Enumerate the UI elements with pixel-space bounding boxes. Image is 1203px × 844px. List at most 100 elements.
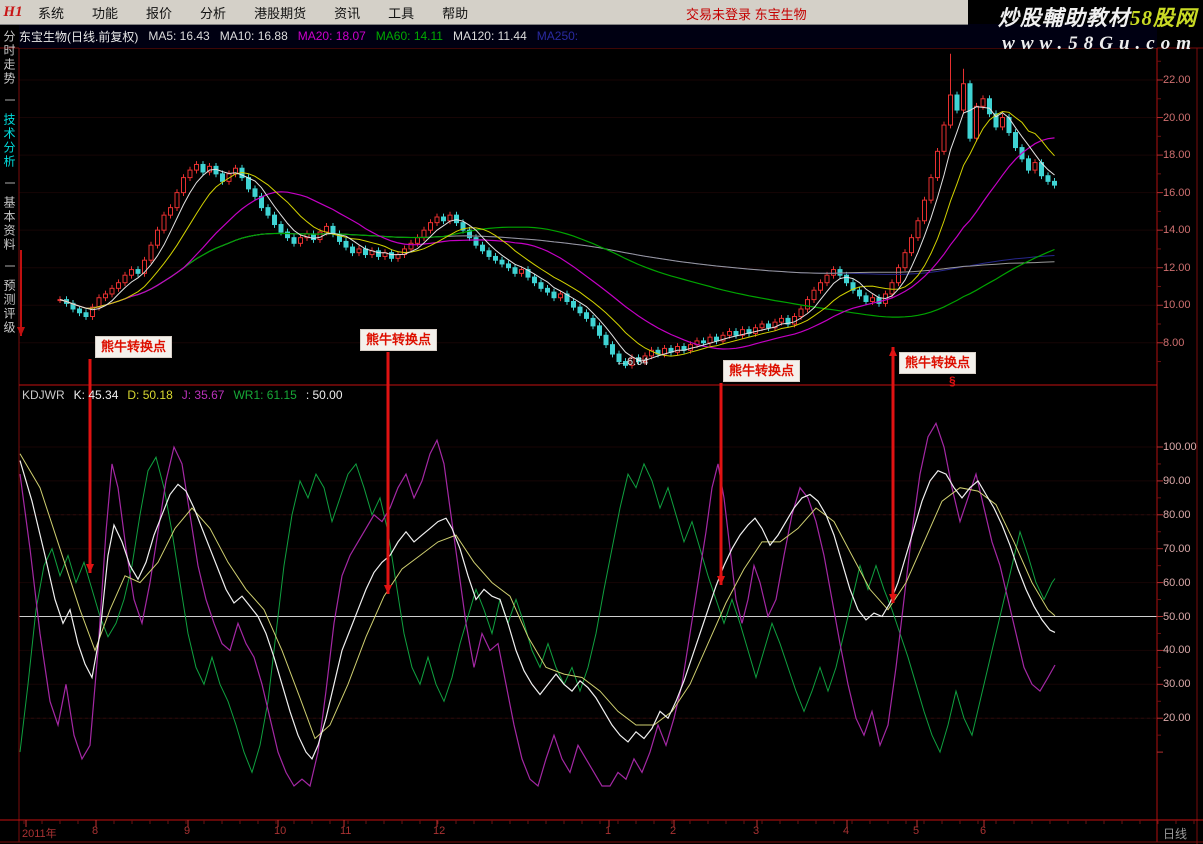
candle-up (116, 282, 121, 289)
candle-up (142, 259, 147, 274)
ma-line-MA10 (59, 110, 1055, 357)
candle-up (740, 329, 745, 336)
watermark-line2: www.58Gu.com (1002, 33, 1197, 54)
candle-down (200, 163, 206, 173)
candle-up (415, 237, 420, 244)
menu-item-2[interactable]: 报价 (146, 5, 173, 21)
candle-up (148, 244, 154, 261)
candle-up (727, 331, 732, 336)
candle-down (733, 331, 739, 336)
candle-down (577, 306, 583, 314)
candle-up (395, 254, 401, 259)
menu-item-3[interactable]: 分析 (200, 5, 227, 21)
trade-login-status[interactable]: 交易未登录 东宝生物 (686, 7, 807, 22)
candle-up (909, 237, 914, 254)
readout-token-5: : 50.00 (305, 388, 343, 402)
kdj-tick-label: 50.00 (1163, 610, 1191, 623)
candle-down (1026, 158, 1031, 171)
menu-item-6[interactable]: 工具 (388, 5, 415, 21)
candle-up (818, 282, 823, 291)
candle-down (83, 312, 89, 318)
candle-up (155, 229, 160, 246)
ma-label-1: MA10: 16.88 (219, 29, 288, 43)
chart-title-bar: 东宝生物(日线.前复权) MA5: 16.43 MA10: 16.88 MA20: … (19, 24, 1157, 48)
candle-down (525, 269, 531, 278)
time-axis-label-9: 4 (843, 825, 850, 837)
candle-down (863, 295, 869, 302)
price-tick-label: 22.00 (1163, 74, 1191, 86)
annotation-label-1: 熊牛转换点 (360, 329, 438, 351)
sidebar-separator (4, 265, 15, 267)
candle-up (772, 321, 778, 329)
candle-up (824, 274, 830, 284)
lowest-price-label: ←6.64 (616, 356, 649, 369)
price-tick-label: 12.00 (1163, 261, 1191, 274)
candle-down (616, 353, 622, 363)
candle-up (109, 287, 115, 295)
candle-up (805, 299, 810, 310)
sidebar-tab-2[interactable]: 基本资料 (2, 196, 16, 252)
candle-down (272, 214, 277, 226)
candle-down (512, 267, 518, 274)
candle-up (720, 334, 726, 342)
menu-bar: H1 系统 功能 报价 分析 港股期货 资讯 工具 帮助 (0, 0, 968, 25)
time-axis-label-5: 12 (433, 825, 446, 837)
candle-down (220, 173, 225, 182)
candle-up (811, 289, 817, 301)
time-axis-label-0: 2011年 (22, 828, 57, 840)
candle-down (1013, 132, 1018, 149)
readout-token-0: KDJWR (22, 388, 65, 402)
sidebar-tab-1[interactable]: 技术分析 (2, 113, 16, 169)
kdj-series-D (19, 453, 1056, 740)
ma-line-MA20 (59, 137, 1055, 350)
candle-down (77, 308, 82, 314)
watermark: 炒股輔助教材58股网 www.58Gu.com (998, 2, 1197, 55)
candle-up (122, 274, 128, 284)
time-axis-label-4: 11 (340, 825, 352, 837)
candle-down (246, 177, 251, 190)
candle-down (1045, 175, 1051, 182)
candle-up (194, 163, 199, 171)
candle-up (902, 252, 908, 269)
candle-down (473, 237, 479, 246)
candle-up (642, 355, 648, 363)
annotation-label-0: 熊牛转换点 (95, 336, 173, 358)
candle-up (174, 192, 180, 209)
sidebar-tab-0[interactable]: 分时走势 (2, 30, 16, 86)
app-logo-icon: H1 (3, 4, 23, 20)
readout-token-1: K: 45.34 (73, 388, 119, 402)
candle-up (798, 308, 804, 318)
candle-up (629, 357, 635, 366)
candle-down (499, 259, 505, 265)
menu-item-5[interactable]: 资讯 (334, 5, 361, 21)
kdj-tick-label: 40.00 (1163, 644, 1191, 657)
menu-item-1[interactable]: 功能 (92, 5, 119, 21)
candle-down (590, 317, 596, 327)
candle-up (356, 248, 362, 254)
candle-down (850, 282, 856, 291)
candle-up (317, 231, 323, 241)
time-axis-label-3: 10 (274, 825, 287, 837)
candle-up (974, 105, 979, 139)
candle-down (467, 229, 472, 239)
period-label: 日线 (1163, 827, 1188, 841)
time-axis-label-1: 8 (92, 825, 99, 837)
kdj-tick-label: 100.00 (1163, 441, 1197, 453)
menu-item-0[interactable]: 系统 (38, 5, 65, 21)
candle-up (935, 150, 940, 179)
candle-up (168, 207, 173, 216)
candle-down (376, 250, 381, 257)
candle-down (837, 269, 843, 276)
annotation-arrowhead (889, 347, 897, 356)
annotation-arrowhead (384, 585, 392, 594)
candle-up (161, 214, 167, 231)
menu-item-7[interactable]: 帮助 (442, 5, 469, 21)
sidebar-tab-3[interactable]: 预测评级 (2, 279, 16, 335)
menu-item-4[interactable]: 港股期货 (254, 5, 307, 21)
candle-down (252, 188, 258, 197)
candle-up (324, 225, 329, 233)
candle-up (649, 349, 654, 357)
kdj-tick-label: 90.00 (1163, 474, 1191, 487)
price-tick-label: 18.00 (1163, 149, 1191, 162)
